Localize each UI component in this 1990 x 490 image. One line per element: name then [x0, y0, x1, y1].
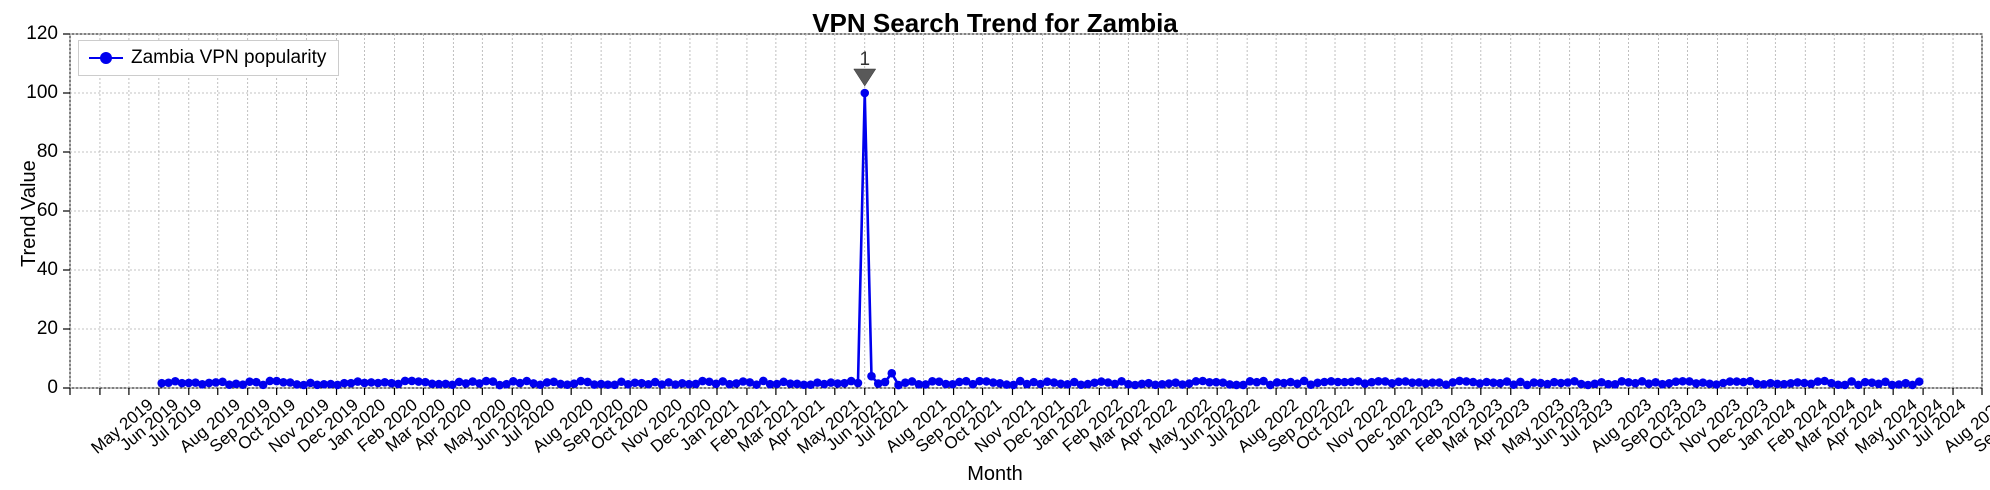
svg-text:120: 120: [26, 23, 58, 44]
svg-text:1: 1: [859, 49, 870, 70]
svg-text:40: 40: [37, 259, 58, 280]
svg-text:0: 0: [47, 377, 58, 398]
svg-text:20: 20: [37, 318, 58, 339]
svg-text:80: 80: [37, 141, 58, 162]
svg-text:60: 60: [37, 200, 58, 221]
svg-text:100: 100: [26, 82, 58, 103]
